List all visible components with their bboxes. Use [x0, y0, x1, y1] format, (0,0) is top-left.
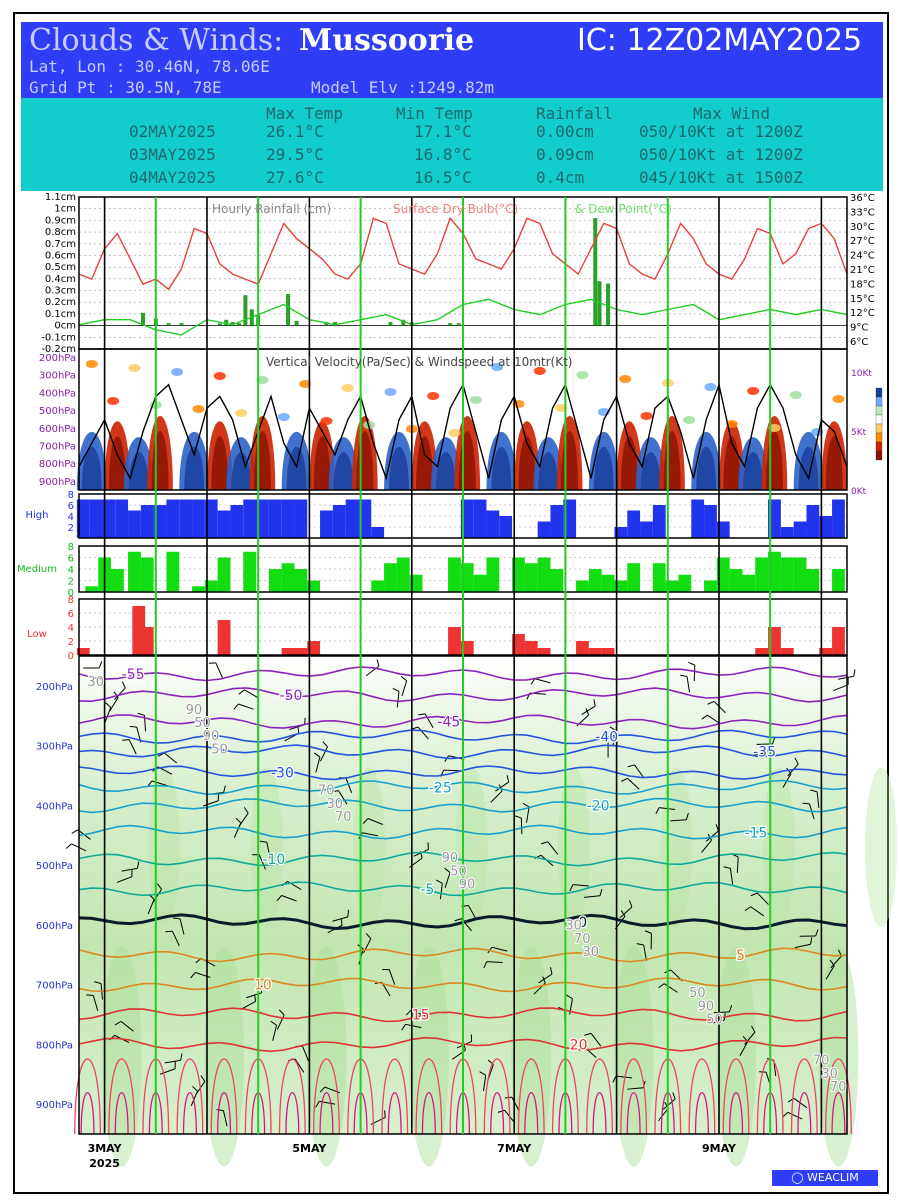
latlon-text: Lat, Lon : 30.46N, 78.06E: [29, 57, 270, 76]
daily-stats-table: Max Temp Min Temp Rainfall Max Wind 02MA…: [21, 98, 883, 191]
weaclim-logo: ◯ WEACLIM: [772, 1170, 878, 1186]
row-max-temp: 29.5°C: [266, 145, 324, 164]
row-date: 04MAY2025: [129, 168, 216, 187]
ic-label: IC: 12Z02MAY2025: [577, 23, 863, 58]
chart-frame: [13, 12, 889, 1194]
row-max-temp: 26.1°C: [266, 122, 324, 141]
row-min-temp: 16.8°C: [414, 145, 472, 164]
row-rain: 0.4cm: [536, 168, 585, 187]
header-bar: Clouds & Winds: Mussoorie IC: 12Z02MAY20…: [21, 22, 883, 98]
model-elevation-text: Model Elv :1249.82m: [311, 78, 495, 97]
logo-text: WEACLIM: [807, 1171, 859, 1184]
grid-point-text: Grid Pt : 30.5N, 78E: [29, 78, 222, 97]
row-rain: 0.00cm: [536, 122, 594, 141]
row-min-temp: 16.5°C: [414, 168, 472, 187]
row-rain: 0.09cm: [536, 145, 594, 164]
row-date: 02MAY2025: [129, 122, 216, 141]
col-rainfall: Rainfall: [536, 104, 614, 123]
chart-title-prefix: Clouds & Winds:: [29, 23, 284, 58]
row-min-temp: 17.1°C: [414, 122, 472, 141]
row-date: 03MAY2025: [129, 145, 216, 164]
row-wind: 045/10Kt at 1500Z: [639, 168, 803, 187]
col-min-temp: Min Temp: [396, 104, 474, 123]
col-max-temp: Max Temp: [266, 104, 344, 123]
col-max-wind: Max Wind: [693, 104, 771, 123]
row-wind: 050/10Kt at 1200Z: [639, 122, 803, 141]
logo-ring-icon: ◯: [791, 1171, 808, 1184]
row-max-temp: 27.6°C: [266, 168, 324, 187]
row-wind: 050/10Kt at 1200Z: [639, 145, 803, 164]
location-name: Mussoorie: [299, 23, 475, 58]
